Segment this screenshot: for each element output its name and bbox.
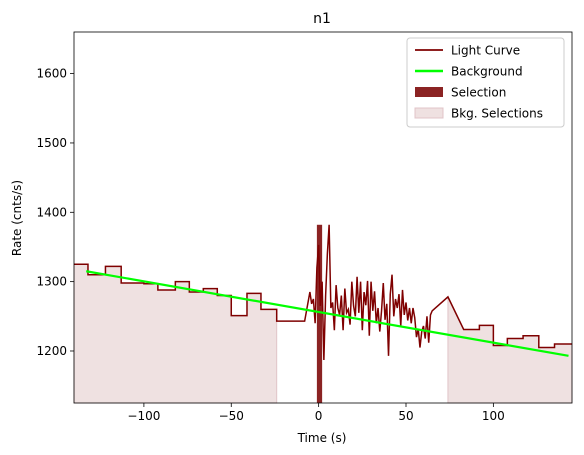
- selection-bar: [316, 224, 323, 403]
- legend-box: [406, 37, 565, 128]
- bkg-selection-region-2: [447, 296, 573, 404]
- x-tick-label: 0: [315, 409, 323, 423]
- axes-frame: [73, 31, 573, 404]
- legend-label: Light Curve: [451, 44, 520, 58]
- x-axis-ticks: −100 −50 0 50 100: [127, 403, 505, 423]
- chart-title: n1: [313, 11, 331, 27]
- y-axis-label: Rate (cnts/s): [10, 180, 24, 256]
- x-tick-label: 50: [398, 409, 413, 423]
- legend-swatch-patch: [414, 107, 444, 119]
- x-tick-label: −100: [127, 409, 160, 423]
- y-tick-label: 1300: [36, 275, 67, 289]
- legend-label: Background: [451, 65, 523, 79]
- light-curve-line: [74, 224, 572, 361]
- y-tick-label: 1400: [36, 205, 67, 219]
- legend-label: Selection: [451, 86, 506, 100]
- x-tick-label: 100: [482, 409, 505, 423]
- legend-label: Bkg. Selections: [451, 107, 543, 121]
- legend: Light Curve Background Selection Bkg. Selec…: [406, 37, 565, 128]
- y-axis-ticks: 1200 1300 1400 1500 1600: [36, 67, 74, 358]
- x-axis-label: Time (s): [297, 431, 347, 445]
- background-fit-line: [86, 270, 569, 357]
- y-tick-label: 1600: [36, 67, 67, 81]
- x-tick-label: −50: [219, 409, 244, 423]
- y-tick-label: 1500: [36, 136, 67, 150]
- legend-swatch-patch: [415, 87, 443, 97]
- selection-region: [316, 224, 323, 403]
- y-tick-label: 1200: [36, 344, 67, 358]
